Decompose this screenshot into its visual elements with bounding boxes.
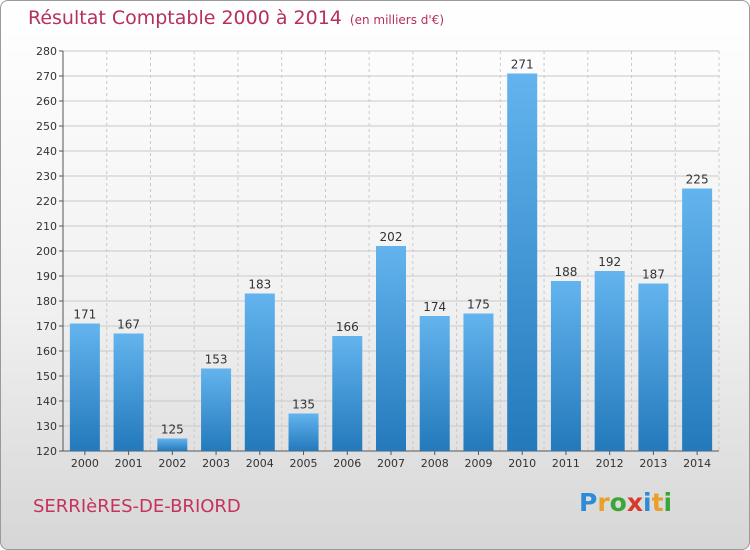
data-label-2001: 167 — [117, 318, 140, 332]
bar-2009 — [463, 313, 494, 451]
logo-letter: x — [626, 488, 643, 517]
x-tick-label-2000: 2000 — [71, 457, 99, 470]
y-tick-label: 220 — [36, 195, 57, 208]
x-tick-label-2007: 2007 — [377, 457, 405, 470]
bar-2003 — [201, 368, 232, 451]
bar-2005 — [288, 413, 319, 451]
y-tick-label: 250 — [36, 120, 57, 133]
bar-2001 — [113, 333, 144, 451]
data-label-2008: 174 — [423, 300, 446, 314]
y-tick-label: 150 — [36, 370, 57, 383]
x-tick-label-2001: 2001 — [115, 457, 143, 470]
title-text: Résultat Comptable 2000 à 2014 — [28, 7, 342, 29]
data-label-2002: 125 — [161, 423, 184, 437]
data-label-2007: 202 — [380, 230, 403, 244]
y-tick-label: 170 — [36, 320, 57, 333]
logo-letter: t — [651, 488, 664, 517]
y-tick-label: 230 — [36, 170, 57, 183]
y-tick-label: 140 — [36, 395, 57, 408]
bars — [69, 73, 713, 451]
x-tick-label-2010: 2010 — [508, 457, 536, 470]
bar-2014 — [682, 188, 713, 451]
bar-2007 — [376, 246, 406, 451]
y-tick-label: 240 — [36, 145, 57, 158]
data-label-2006: 166 — [336, 320, 359, 334]
y-tick-label: 270 — [36, 70, 57, 83]
x-tick-label-2013: 2013 — [639, 457, 667, 470]
bar-2000 — [69, 323, 100, 451]
x-tick-label-2006: 2006 — [333, 457, 361, 470]
y-tick-label: 260 — [36, 95, 57, 108]
data-label-2013: 187 — [642, 268, 665, 282]
bar-2010 — [507, 73, 538, 451]
labels: 120 130 140 150 160 170 180 190 200 210 220 230 240 2… — [36, 45, 711, 470]
x-tick-label-2002: 2002 — [158, 457, 186, 470]
bar-2008 — [419, 316, 450, 451]
x-tick-label-2012: 2012 — [596, 457, 624, 470]
logo-letter: P — [579, 488, 598, 517]
bar-2013 — [638, 283, 669, 451]
data-label-2010: 271 — [511, 58, 534, 72]
y-tick-label: 120 — [36, 445, 57, 458]
proxiti-logo: Proxiti — [579, 488, 672, 517]
y-tick-label: 210 — [36, 220, 57, 233]
bar-2006 — [332, 336, 363, 451]
bar-2011 — [550, 281, 581, 451]
data-label-2005: 135 — [292, 398, 315, 412]
y-tick-label: 280 — [36, 45, 57, 58]
y-tick-label: 160 — [36, 345, 57, 358]
data-label-2012: 192 — [598, 255, 621, 269]
y-tick-label: 180 — [36, 295, 57, 308]
y-tick-label: 130 — [36, 420, 57, 433]
bar-2012 — [594, 271, 625, 451]
x-tick-label-2011: 2011 — [552, 457, 580, 470]
logo-letter: r — [597, 488, 610, 517]
x-tick-label-2008: 2008 — [421, 457, 449, 470]
bar-2002 — [157, 438, 188, 451]
data-label-2009: 175 — [467, 298, 490, 312]
y-tick-label: 190 — [36, 270, 57, 283]
x-tick-label-2014: 2014 — [683, 457, 711, 470]
logo-letter: i — [663, 488, 673, 517]
x-tick-label-2003: 2003 — [202, 457, 230, 470]
data-label-2000: 171 — [73, 308, 96, 322]
data-label-2004: 183 — [248, 278, 271, 292]
logo-letter: i — [643, 488, 652, 517]
y-tick-label: 200 — [36, 245, 57, 258]
title-unit: (en milliers d'€) — [349, 13, 445, 27]
data-label-2014: 225 — [686, 173, 709, 187]
x-tick-label-2005: 2005 — [290, 457, 318, 470]
commune-name: SERRIèRES-DE-BRIORD — [33, 496, 241, 517]
data-label-2011: 188 — [554, 265, 577, 279]
bar-2004 — [244, 293, 275, 451]
x-tick-label-2009: 2009 — [464, 457, 492, 470]
chart-title: Résultat Comptable 2000 à 2014 (en millie… — [28, 7, 444, 29]
x-tick-label-2004: 2004 — [246, 457, 274, 470]
logo-letter: o — [609, 488, 627, 517]
data-label-2003: 153 — [205, 353, 228, 367]
